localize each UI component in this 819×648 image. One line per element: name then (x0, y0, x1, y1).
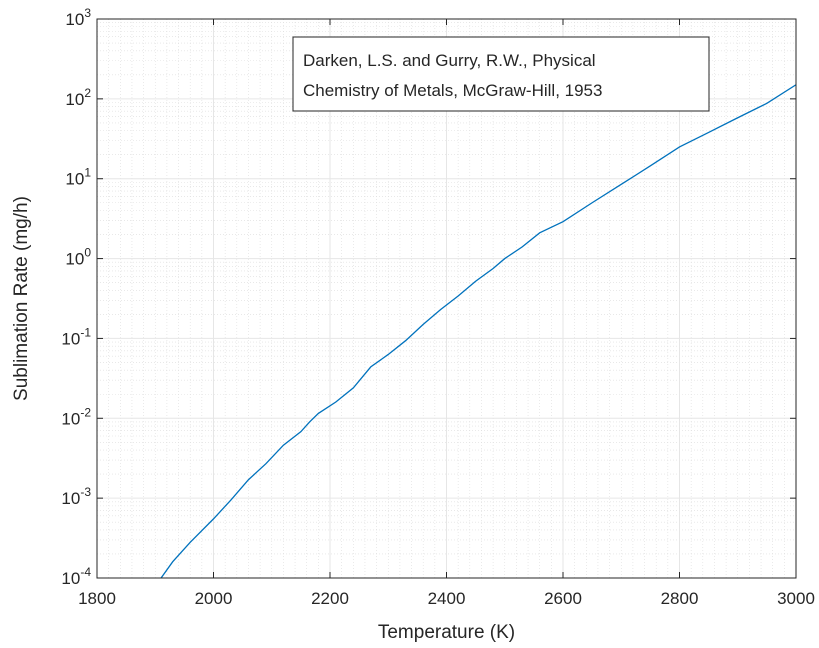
y-tick-label: 10-2 (61, 405, 91, 428)
y-tick-label: 101 (65, 166, 91, 189)
y-tick-labels: 10-4 10-3 10-2 10-1 100 101 102 103 (61, 6, 91, 588)
x-tick-label: 2400 (428, 589, 466, 608)
x-tick-label: 2200 (311, 589, 349, 608)
series-line-0 (160, 84, 796, 578)
annotation-box: Darken, L.S. and Gurry, R.W., Physical C… (292, 36, 710, 112)
x-tick-labels: 1800 2000 2200 2400 2600 2800 3000 (78, 589, 815, 608)
x-tick-label: 2800 (661, 589, 699, 608)
x-axis-label: Temperature (K) (378, 622, 515, 643)
annotation-frame (292, 36, 710, 112)
y-axis-label: Sublimation Rate (mg/h) (11, 196, 32, 401)
y-tick-label: 10-3 (61, 485, 91, 508)
series-layer (160, 84, 796, 578)
x-tick-label: 1800 (78, 589, 116, 608)
x-tick-label: 2600 (544, 589, 582, 608)
y-tick-label: 103 (65, 6, 91, 29)
ticks-layer (96, 18, 797, 579)
x-tick-label: 3000 (777, 589, 815, 608)
annotation-line-1: Darken, L.S. and Gurry, R.W., Physical (303, 51, 596, 70)
major-grid (97, 19, 796, 578)
annotation-line-2: Chemistry of Metals, McGraw-Hill, 1953 (303, 81, 602, 100)
y-tick-label: 10-4 (61, 565, 91, 588)
y-tick-label: 100 (65, 246, 91, 269)
y-tick-label: 102 (65, 86, 91, 109)
x-tick-label: 2000 (195, 589, 233, 608)
y-tick-label: 10-1 (61, 325, 91, 348)
